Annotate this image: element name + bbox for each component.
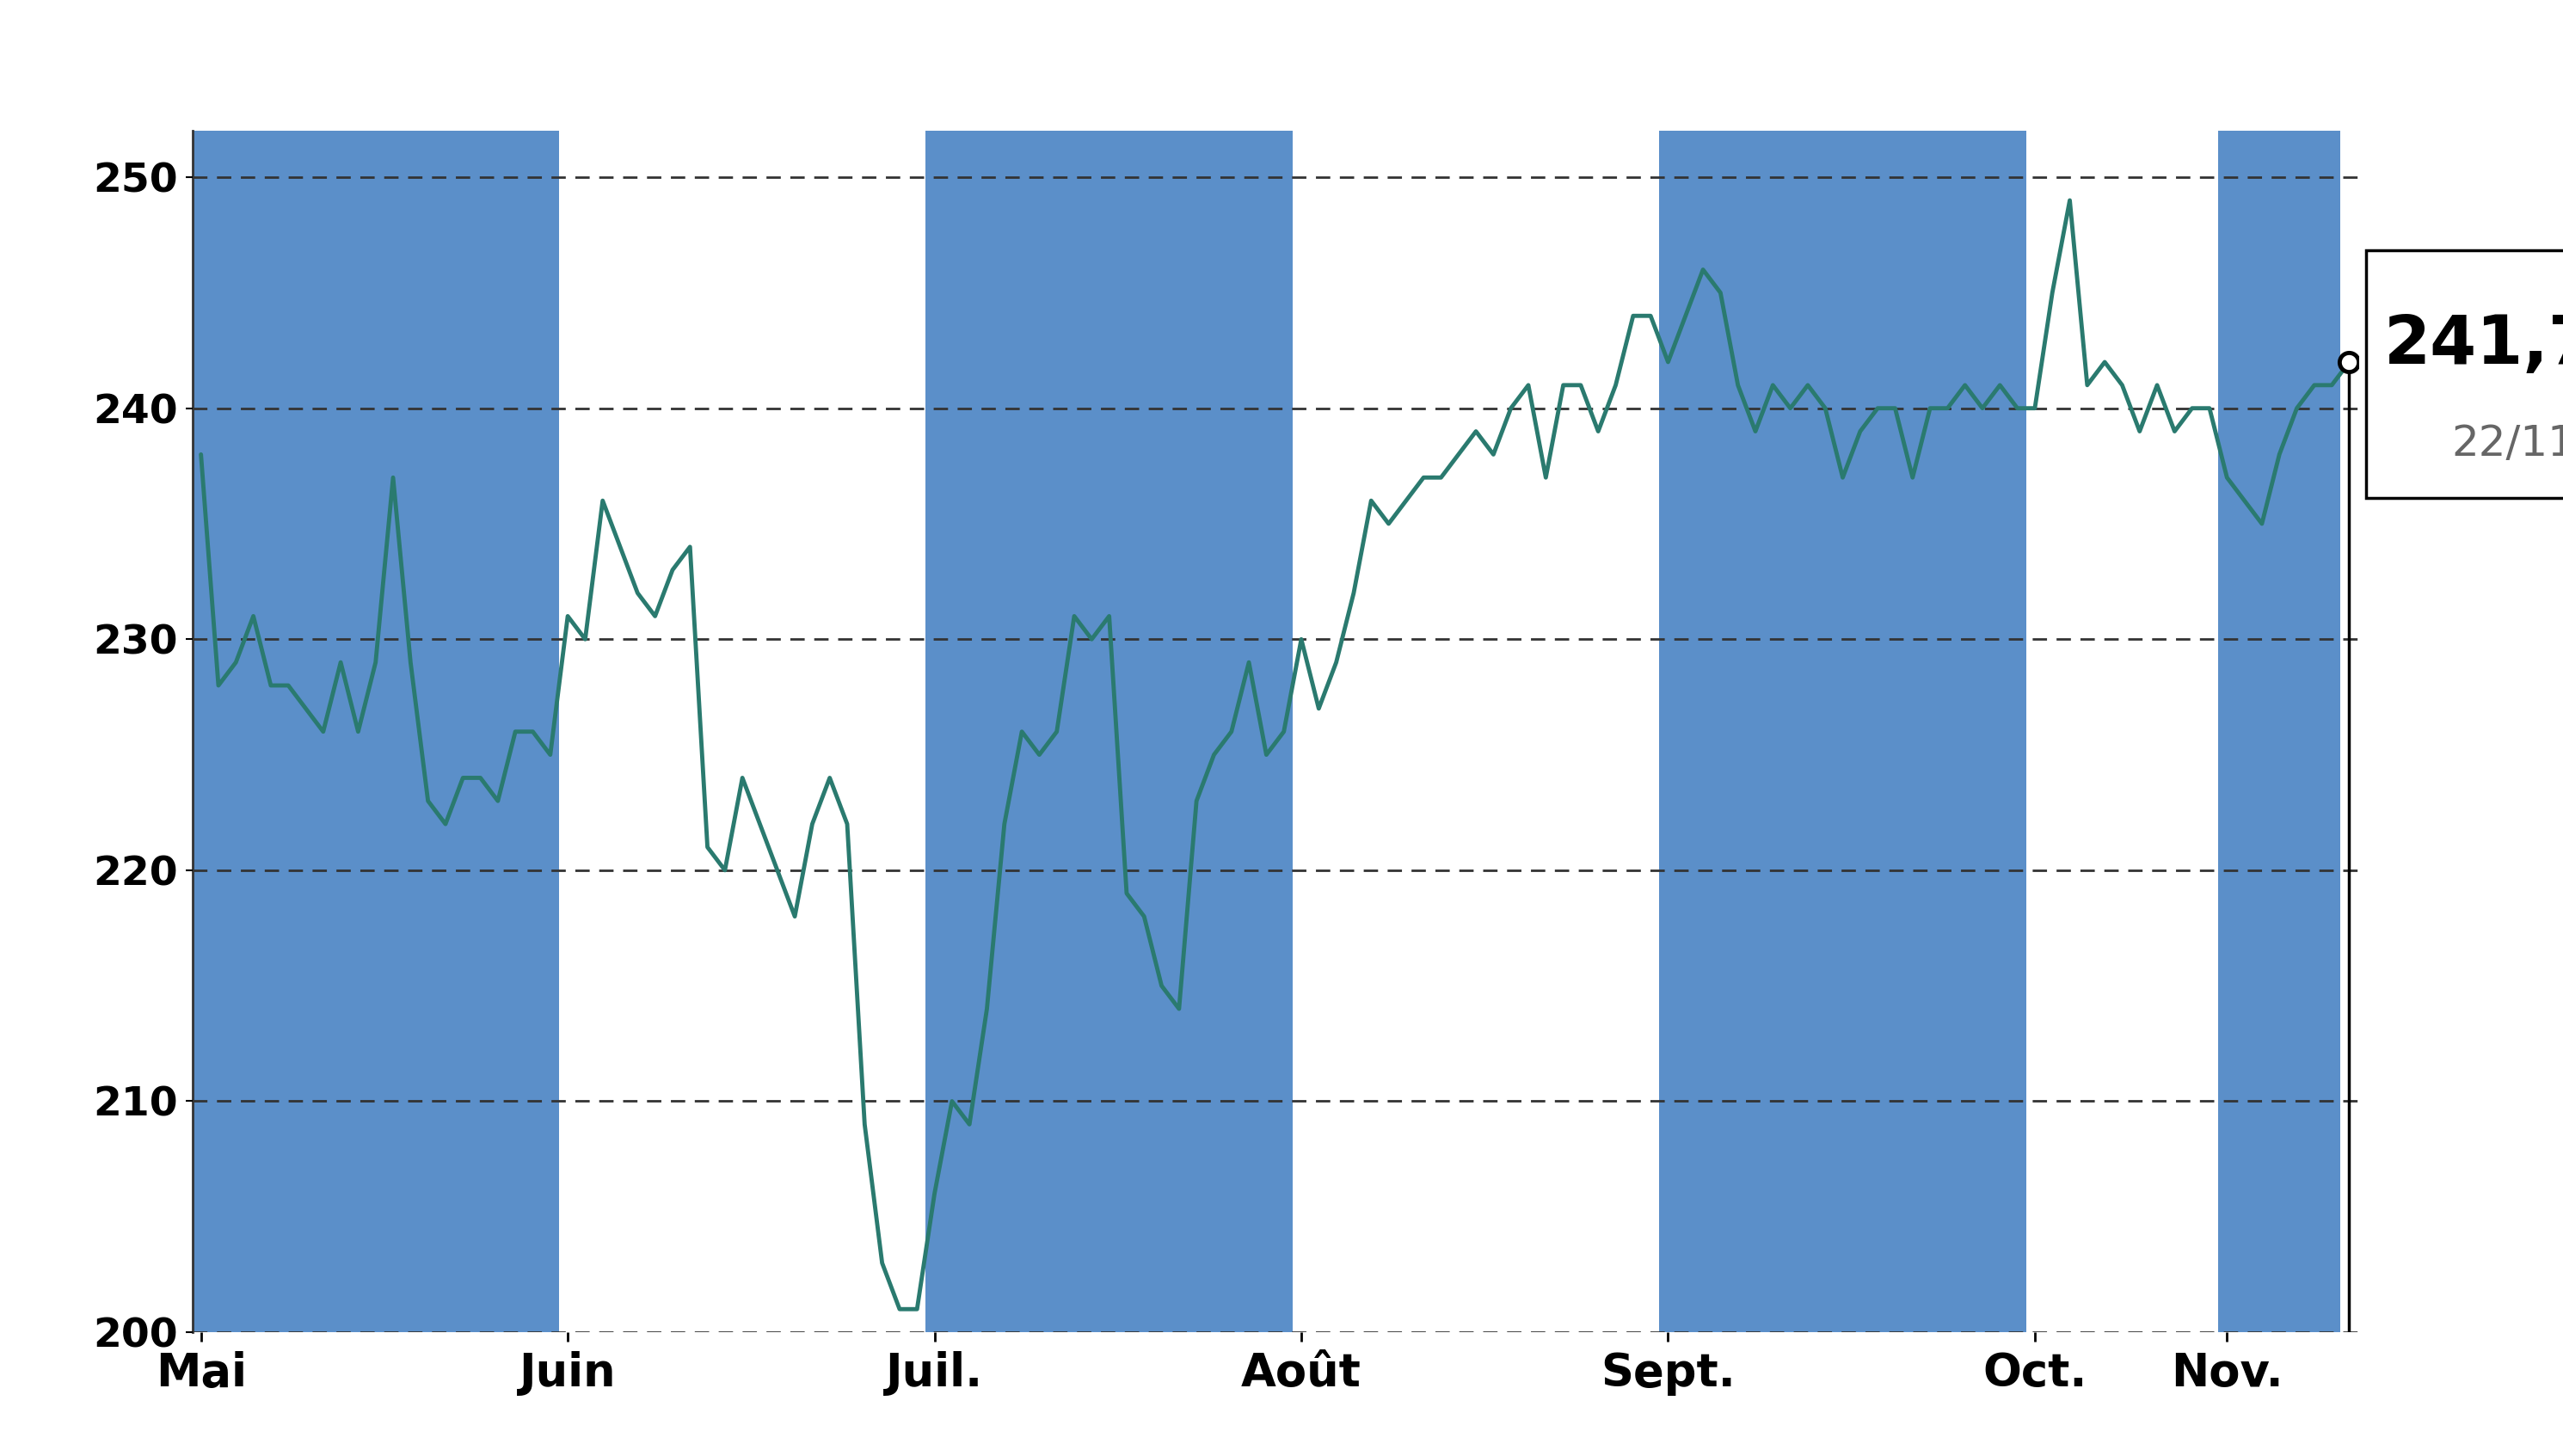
Text: SCHNEIDER ELECTRIC: SCHNEIDER ELECTRIC xyxy=(718,28,1845,118)
Text: 22/11: 22/11 xyxy=(2450,424,2563,464)
Bar xyxy=(925,131,1292,1332)
Text: 241,75: 241,75 xyxy=(2384,312,2563,377)
Bar xyxy=(2217,131,2340,1332)
Bar xyxy=(1658,131,2027,1332)
Bar xyxy=(192,131,559,1332)
